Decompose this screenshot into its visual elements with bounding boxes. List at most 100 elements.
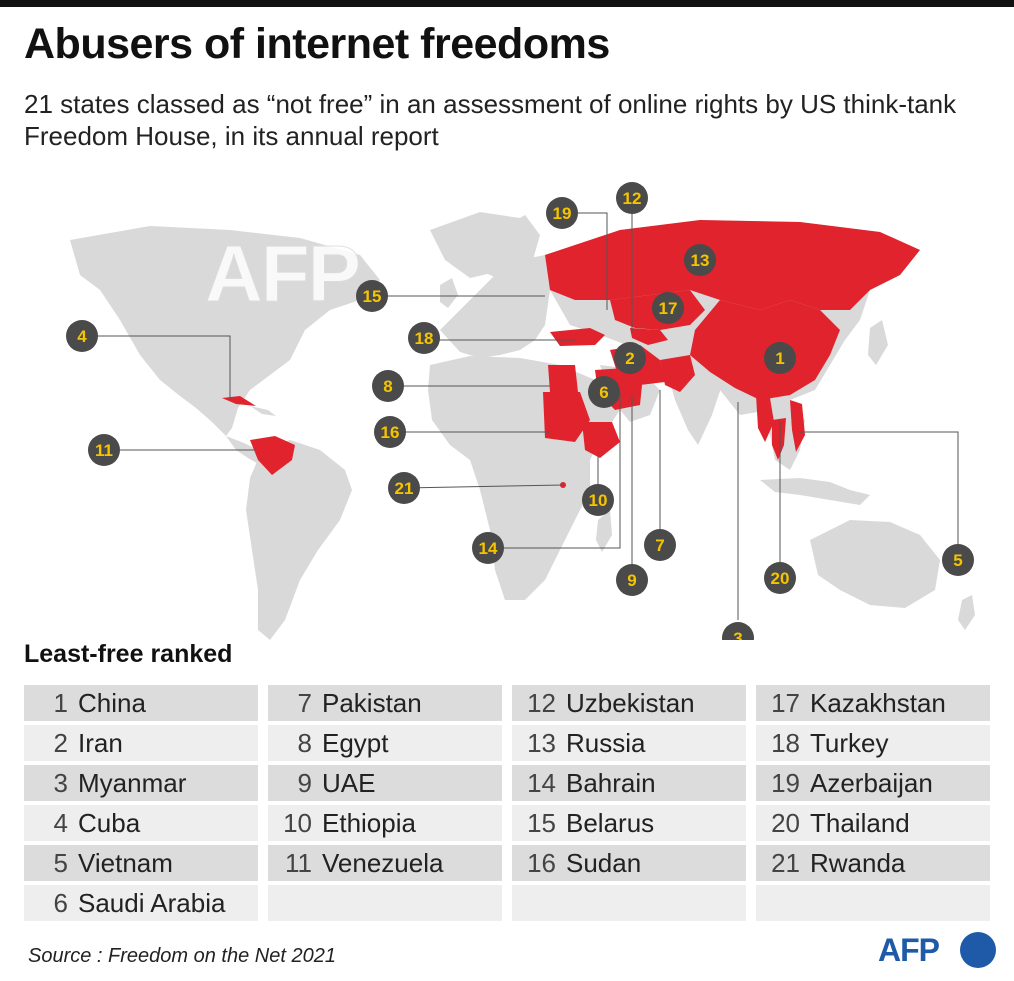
country-name: Rwanda: [810, 847, 906, 878]
country-name: Sudan: [566, 847, 642, 878]
country-name: Egypt: [322, 727, 389, 758]
afp-logo-text: AFP: [878, 932, 940, 968]
highlighted-countries: [222, 220, 920, 488]
marker-6: 6: [588, 376, 620, 408]
ranking-row: 12 Uzbekistan: [512, 685, 746, 721]
ranking-row: 11 Venezuela: [268, 845, 502, 881]
ranking-row: 7 Pakistan: [268, 685, 502, 721]
svg-text:3: 3: [733, 629, 742, 640]
ranking-row-empty: [512, 885, 746, 921]
marker-11: 11: [88, 434, 120, 466]
svg-text:15: 15: [363, 287, 382, 306]
country-venezuela: [250, 436, 295, 475]
country-pakistan: [660, 355, 695, 392]
land-indonesia: [760, 478, 870, 505]
country-name: Iran: [78, 727, 123, 758]
land-new-zealand: [958, 595, 975, 630]
svg-text:16: 16: [381, 423, 400, 442]
leader-21: [403, 484, 564, 489]
land-uk: [440, 278, 458, 308]
rank-number: 16: [527, 847, 556, 878]
rank-number: 4: [53, 807, 68, 838]
svg-text:20: 20: [771, 569, 790, 588]
country-russia: [545, 220, 920, 310]
ranking-row: 5 Vietnam: [24, 845, 258, 881]
country-name: Russia: [566, 727, 646, 758]
country-name: UAE: [322, 767, 376, 798]
country-vietnam: [790, 400, 805, 452]
map-markers: 1 2 3 4 5 6 7 8 9 10 11 12 13 14 15 16 1…: [66, 182, 974, 640]
source-note: Source : Freedom on the Net 2021: [28, 945, 336, 967]
country-ethiopia: [582, 422, 620, 458]
svg-text:2: 2: [625, 349, 634, 368]
country-name: Myanmar: [78, 767, 187, 798]
ranking-row: 9 UAE: [268, 765, 502, 801]
marker-12: 12: [616, 182, 648, 214]
marker-5: 5: [942, 544, 974, 576]
country-name: Kazakhstan: [810, 687, 946, 718]
marker-18: 18: [408, 322, 440, 354]
ranking-row: 13 Russia: [512, 725, 746, 761]
svg-text:17: 17: [659, 299, 678, 318]
leader-14: [488, 392, 621, 549]
svg-text:10: 10: [589, 491, 608, 510]
afp-watermark: AFP: [205, 229, 362, 319]
rank-number: 9: [297, 767, 312, 798]
ranking-row: 16 Sudan: [512, 845, 746, 881]
land-japan: [868, 320, 888, 365]
ranking-row: 8 Egypt: [268, 725, 502, 761]
rank-number: 7: [297, 687, 312, 718]
country-thailand: [772, 418, 786, 460]
land-madagascar: [596, 510, 612, 552]
ranking-row: 14 Bahrain: [512, 765, 746, 801]
country-sudan: [543, 392, 590, 442]
marker-15: 15: [356, 280, 388, 312]
marker-8: 8: [372, 370, 404, 402]
page-subtitle: 21 states classed as “not free” in an as…: [24, 89, 957, 151]
rank-number: 14: [527, 767, 556, 798]
country-name: Saudi Arabia: [78, 887, 226, 918]
marker-19: 19: [546, 197, 578, 229]
leader-4: [82, 335, 231, 400]
marker-9: 9: [616, 564, 648, 596]
land-south-america: [246, 440, 352, 640]
afp-logo: AFP: [878, 930, 996, 970]
svg-text:1: 1: [775, 349, 784, 368]
svg-text:19: 19: [553, 204, 572, 223]
rank-number: 12: [527, 687, 556, 718]
country-name: Belarus: [566, 807, 655, 838]
svg-text:11: 11: [95, 441, 113, 460]
rank-number: 18: [771, 727, 800, 758]
ranking-row: 19 Azerbaijan: [756, 765, 990, 801]
ranking-row: 1 China: [24, 685, 258, 721]
country-uzbekistan: [630, 328, 668, 345]
marker-21: 21: [388, 472, 420, 504]
land-australia: [810, 520, 940, 608]
ranking-row-empty: [756, 885, 990, 921]
ranking-row: 21 Rwanda: [756, 845, 990, 881]
leader-lines: [82, 208, 959, 620]
rank-number: 11: [285, 847, 312, 878]
rank-number: 1: [53, 687, 68, 718]
rank-number: 17: [771, 687, 800, 718]
svg-text:21: 21: [395, 479, 414, 498]
rank-number: 19: [771, 767, 800, 798]
rank-number: 2: [53, 727, 68, 758]
ranking-row: 20 Thailand: [756, 805, 990, 841]
country-china: [690, 300, 840, 400]
marker-4: 4: [66, 320, 98, 352]
svg-text:7: 7: [655, 536, 664, 555]
country-name: Turkey: [810, 727, 889, 758]
country-name: Cuba: [78, 807, 141, 838]
ranking-row: 15 Belarus: [512, 805, 746, 841]
marker-20: 20: [764, 562, 796, 594]
country-egypt: [548, 365, 578, 392]
svg-text:9: 9: [627, 571, 636, 590]
rank-number: 13: [527, 727, 556, 758]
ranking-row: 3 Myanmar: [24, 765, 258, 801]
country-name: Ethiopia: [322, 807, 416, 838]
leader-5: [800, 431, 959, 560]
rank-number: 20: [771, 807, 800, 838]
rank-number: 5: [53, 847, 68, 878]
rank-number: 3: [53, 767, 68, 798]
